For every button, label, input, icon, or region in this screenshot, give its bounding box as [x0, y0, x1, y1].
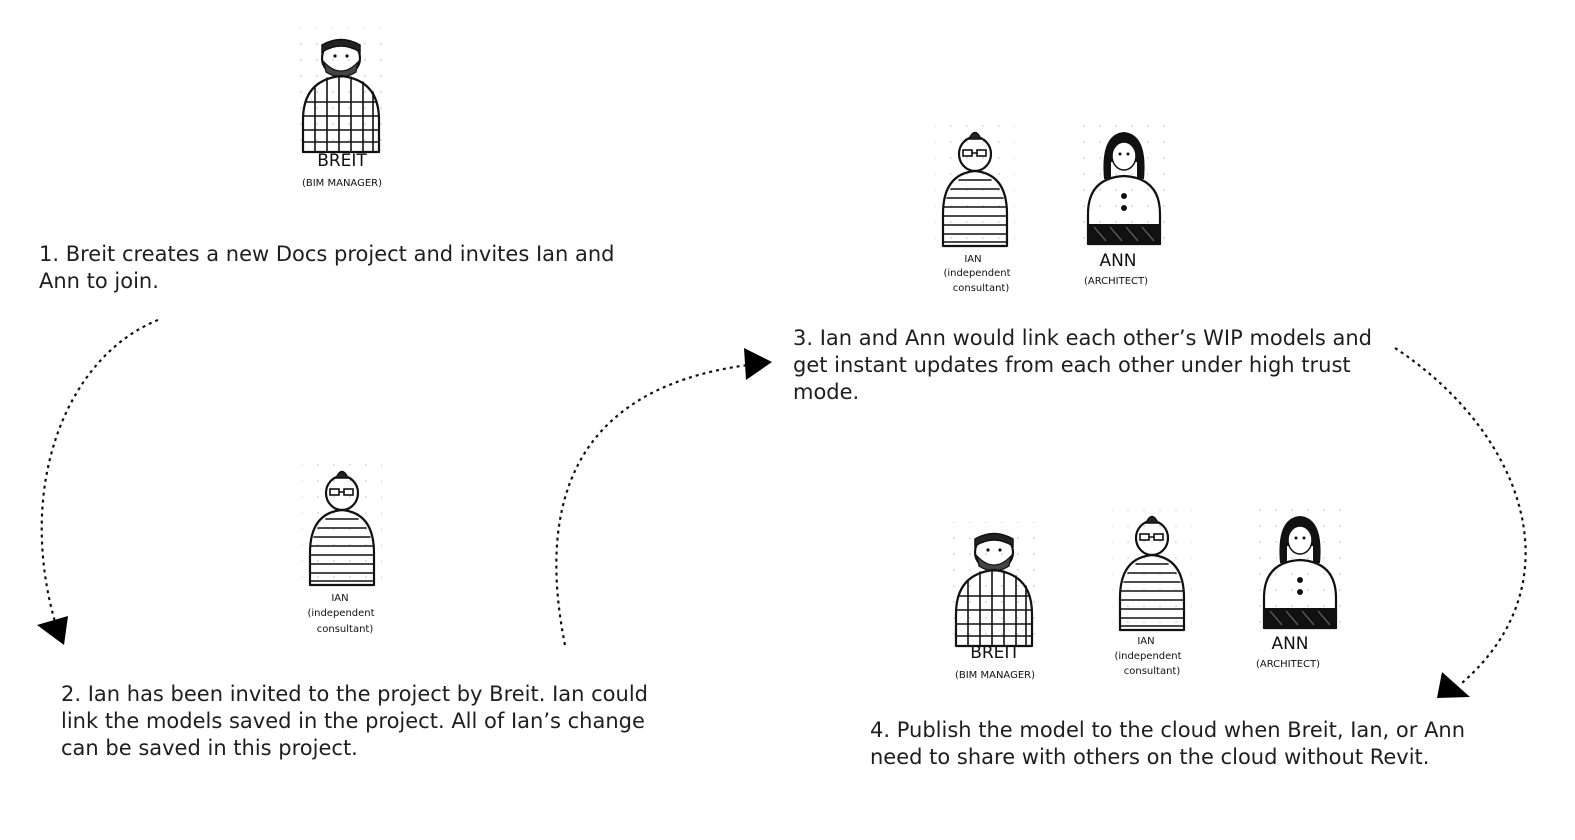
arrow-step3-to-step4: [1394, 347, 1527, 698]
step-2-description: 2. Ian has been invited to the project b…: [61, 682, 648, 760]
breit-role-label: (BIM MANAGER): [302, 178, 382, 189]
ann-sketch-step4: ANN (ARCHITECT): [1252, 502, 1348, 670]
ian-role-label-1: (independent: [307, 608, 374, 619]
breit-sketch-step4: BREIT (BIM MANAGER): [947, 520, 1041, 681]
arrow-step1-to-step2: [37, 318, 159, 645]
breit-name-label: BREIT: [317, 151, 367, 171]
ann-role-label: (ARCHITECT): [1084, 276, 1148, 287]
arrow-step2-to-step3: [555, 348, 772, 646]
ian-role-label-2: consultant): [1124, 666, 1181, 677]
ian-name-label: IAN: [964, 254, 981, 265]
ann-role-label: (ARCHITECT): [1256, 659, 1320, 670]
ian-name-label: IAN: [1137, 636, 1154, 647]
ian-role-label-1: (independent: [1114, 651, 1181, 662]
ian-role-label-1: (independent: [943, 268, 1010, 279]
ian-sketch-step4: IAN (independent consultant): [1110, 502, 1194, 677]
breit-sketch-step1: BREIT (BIM MANAGER): [294, 26, 388, 189]
ann-name-label: ANN: [1099, 251, 1136, 271]
breit-role-label: (BIM MANAGER): [955, 670, 1035, 681]
ian-sketch-step3: IAN (independent consultant): [933, 118, 1017, 294]
step-4-description: 4. Publish the model to the cloud when B…: [870, 718, 1466, 769]
ann-sketch-step3: ANN (ARCHITECT): [1076, 118, 1172, 287]
ian-sketch-step2: IAN (independent consultant): [300, 457, 384, 635]
breit-name-label: BREIT: [970, 643, 1020, 663]
ian-role-label-2: consultant): [317, 624, 374, 635]
ian-role-label-2: consultant): [953, 283, 1010, 294]
step-1-description: 1. Breit creates a new Docs project and …: [39, 242, 615, 293]
ann-name-label: ANN: [1271, 634, 1308, 654]
ian-name-label: IAN: [331, 593, 348, 604]
step-3-description: 3. Ian and Ann would link each other’s W…: [793, 326, 1372, 404]
